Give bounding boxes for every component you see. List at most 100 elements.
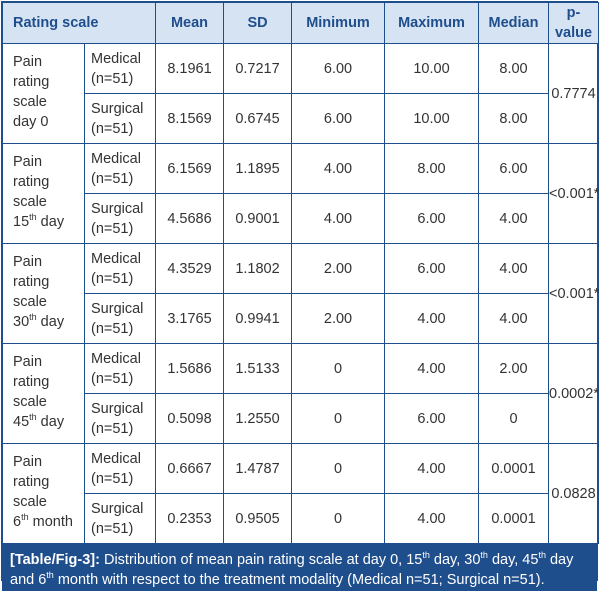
sd-cell: 0.6745: [223, 93, 293, 144]
group-day-unit: day: [36, 414, 65, 430]
table-body: Pain rating scale day 0 Medical (n=51) 8.1961 0…: [2, 43, 599, 544]
modality-n: (n=51): [91, 470, 134, 487]
modality-cell: Medical (n=51): [83, 343, 157, 394]
table-row: Surgical (n=51) 0.5098 1.2550 0 6.00 0: [3, 393, 599, 444]
p-value-cell: <0.001**: [548, 143, 599, 244]
minimum-cell: 0: [291, 493, 386, 544]
group-day-number: 15: [13, 214, 30, 230]
modality-n: (n=51): [91, 170, 134, 187]
median-cell: 2.00: [478, 343, 550, 394]
group-label: Pain rating scale 30th day: [2, 243, 85, 344]
modality-cell: Medical (n=51): [83, 43, 157, 94]
group-day-line: 15th day: [13, 212, 78, 232]
median-cell: 4.00: [478, 293, 550, 344]
modality-name: Surgical: [91, 100, 144, 117]
group-label: Pain rating scale 45th day: [2, 343, 85, 444]
group-label-line: Pain: [13, 354, 43, 370]
minimum-cell: 2.00: [291, 293, 386, 344]
modality-n: (n=51): [91, 370, 134, 387]
table-row: Surgical (n=51) 4.5686 0.9001 4.00 6.00 4.00: [3, 193, 599, 244]
header-row: Rating scale Mean SD Minimum Maximum Med…: [1, 2, 599, 44]
group-day-line: 6th month: [13, 512, 78, 532]
mean-cell: 0.2353: [155, 493, 225, 544]
minimum-cell: 4.00: [291, 143, 386, 194]
caption-sup-2: th: [480, 550, 488, 561]
group-day-unit: day: [36, 314, 65, 330]
group-label: Pain rating scale 6th month: [2, 443, 85, 544]
maximum-cell: 8.00: [384, 143, 480, 194]
caption-label: [Table/Fig-3]:: [10, 552, 100, 568]
table-row: Pain rating scale 30th day Medical (n=51) 4.35…: [2, 243, 599, 344]
group-label-line: rating: [13, 74, 50, 90]
group-day-suffix: th: [21, 512, 29, 523]
header-maximum: Maximum: [384, 2, 480, 44]
group-day-unit: month: [28, 514, 73, 530]
group-label: Pain rating scale 15th day: [2, 143, 85, 244]
mean-cell: 3.1765: [155, 293, 225, 344]
group-label-line: scale: [13, 394, 47, 410]
group-label-line: Pain: [13, 254, 43, 270]
modality-cell: Medical (n=51): [83, 143, 157, 194]
mean-cell: 1.5686: [155, 343, 225, 394]
caption-text-3: day, 45: [487, 552, 539, 568]
minimum-cell: 0: [291, 443, 386, 494]
modality-cell: Surgical (n=51): [83, 193, 157, 244]
group-day-unit: day: [36, 214, 65, 230]
modality-name: Medical: [91, 250, 141, 267]
minimum-cell: 0: [291, 343, 386, 394]
group-label-line: rating: [13, 374, 50, 390]
group-label-line: scale: [13, 194, 47, 210]
group-day-line: 30th day: [13, 312, 78, 332]
modality-cell: Medical (n=51): [83, 243, 157, 294]
maximum-cell: 6.00: [384, 193, 480, 244]
mean-cell: 4.3529: [155, 243, 225, 294]
group-day-line: day 0: [13, 112, 78, 132]
group-day-suffix: th: [29, 212, 37, 223]
header-mean: Mean: [155, 2, 225, 44]
header-median: Median: [478, 2, 550, 44]
maximum-cell: 10.00: [384, 93, 480, 144]
minimum-cell: 0: [291, 393, 386, 444]
minimum-cell: 4.00: [291, 193, 386, 244]
sd-cell: 1.4787: [223, 443, 293, 494]
table-row: Pain rating scale 6th month Medical (n=51) 0.6…: [2, 443, 599, 544]
modality-name: Medical: [91, 50, 141, 67]
p-value-cell: 0.0828: [548, 443, 599, 544]
median-cell: 0.0001: [478, 443, 550, 494]
sd-cell: 0.7217: [223, 43, 293, 94]
group-label-line: Pain: [13, 54, 43, 70]
minimum-cell: 6.00: [291, 93, 386, 144]
table-row: Pain rating scale 45th day Medical (n=51) 1.56…: [2, 343, 599, 444]
mean-cell: 4.5686: [155, 193, 225, 244]
maximum-cell: 4.00: [384, 493, 480, 544]
median-cell: 8.00: [478, 93, 550, 144]
modality-n: (n=51): [91, 520, 134, 537]
group-label: Pain rating scale day 0: [2, 43, 85, 144]
group-label-line: Pain: [13, 154, 43, 170]
sd-cell: 0.9505: [223, 493, 293, 544]
maximum-cell: 6.00: [384, 393, 480, 444]
modality-name: Medical: [91, 450, 141, 467]
modality-n: (n=51): [91, 120, 134, 137]
sd-cell: 1.5133: [223, 343, 293, 394]
caption-text-2: day, 30: [429, 552, 481, 568]
header-minimum: Minimum: [291, 2, 386, 44]
mean-cell: 8.1569: [155, 93, 225, 144]
modality-cell: Surgical (n=51): [83, 393, 157, 444]
mean-cell: 0.6667: [155, 443, 225, 494]
median-cell: 0.0001: [478, 493, 550, 544]
modality-name: Surgical: [91, 200, 144, 217]
modality-name: Surgical: [91, 300, 144, 317]
modality-n: (n=51): [91, 420, 134, 437]
modality-n: (n=51): [91, 220, 134, 237]
header-rating-scale: Rating scale: [1, 2, 157, 44]
group-day-number: 6: [13, 514, 22, 530]
group-day-suffix: th: [29, 412, 37, 423]
modality-n: (n=51): [91, 70, 134, 87]
modality-cell: Surgical (n=51): [83, 293, 157, 344]
p-value-cell: <0.001**: [548, 243, 599, 344]
median-cell: 0: [478, 393, 550, 444]
table-row: Pain rating scale day 0 Medical (n=51) 8.1961 0…: [2, 43, 599, 144]
group-day-line: 45th day: [13, 412, 78, 432]
